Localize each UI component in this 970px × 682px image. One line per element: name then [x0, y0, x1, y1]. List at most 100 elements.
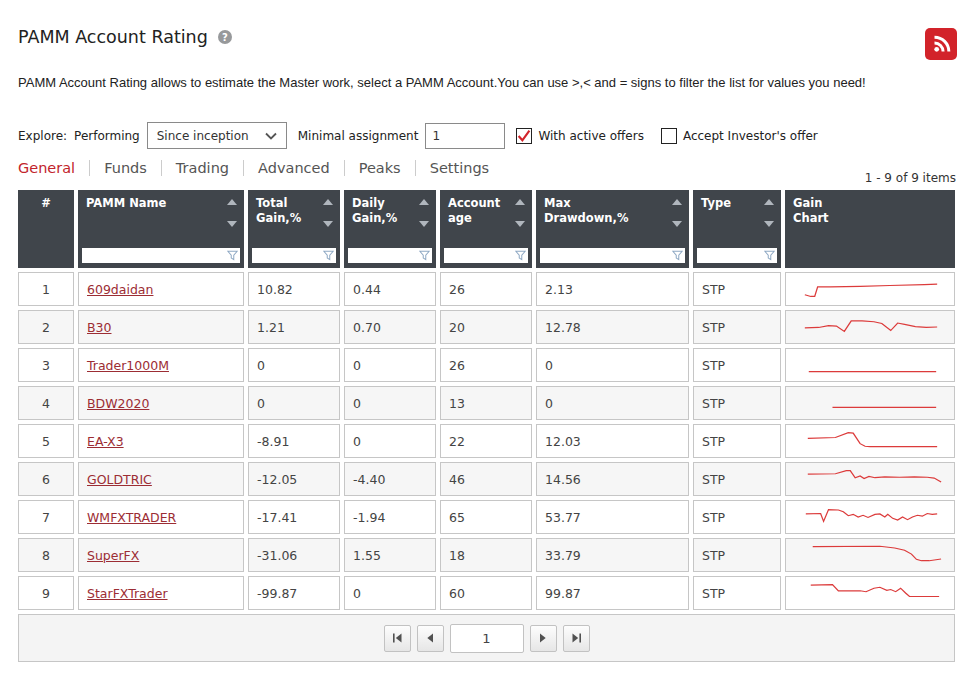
help-icon[interactable]: ?: [218, 30, 232, 44]
pamm-account-link[interactable]: BDW2020: [87, 396, 149, 411]
sort-desc-icon[interactable]: [764, 221, 774, 227]
filter-input-type[interactable]: [697, 248, 777, 263]
pamm-account-link[interactable]: B30: [87, 320, 111, 335]
sort-desc-icon[interactable]: [227, 221, 237, 227]
filter-input-total_gain[interactable]: [252, 248, 336, 263]
funnel-icon[interactable]: [515, 250, 526, 261]
tab-general[interactable]: General: [18, 160, 75, 176]
max-drawdown-cell: 12.78: [536, 310, 689, 344]
pamm-account-link[interactable]: Trader1000M: [87, 358, 169, 373]
funnel-icon[interactable]: [323, 250, 334, 261]
sort-desc-icon[interactable]: [672, 221, 682, 227]
gain-chart-cell: [785, 310, 955, 344]
sort-asc-icon[interactable]: [323, 199, 333, 205]
tab-funds[interactable]: Funds: [104, 160, 147, 176]
tab-separator: [161, 160, 162, 176]
period-select[interactable]: Since inception: [147, 122, 287, 149]
page-description: PAMM Account Rating allows to estimate t…: [14, 75, 956, 90]
gain-sparkline: [791, 579, 949, 607]
minimal-assignment-input[interactable]: [425, 123, 505, 149]
sort-asc-icon[interactable]: [515, 199, 525, 205]
type-cell: STP: [693, 272, 781, 306]
gain-chart-cell: [785, 272, 955, 306]
pamm-account-link[interactable]: GOLDTRIC: [87, 472, 152, 487]
type-cell: STP: [693, 310, 781, 344]
filter-input-max_drawdown[interactable]: [540, 248, 685, 263]
column-label: Max Drawdown,%: [540, 196, 685, 226]
tab-separator: [243, 160, 244, 176]
last-page-button[interactable]: [563, 625, 590, 652]
sort-asc-icon[interactable]: [764, 199, 774, 205]
total-gain-cell: -12.05: [248, 462, 340, 496]
daily-gain-cell: -4.40: [344, 462, 436, 496]
sort-desc-icon[interactable]: [515, 221, 525, 227]
total-gain-cell: 0: [248, 348, 340, 382]
rss-icon[interactable]: [925, 28, 957, 60]
gain-sparkline: [791, 541, 949, 569]
gain-chart-cell: [785, 386, 955, 420]
pamm-account-link[interactable]: StarFXTrader: [87, 586, 168, 601]
gain-sparkline: [791, 275, 949, 303]
pamm-name-cell: SuperFX: [78, 538, 244, 572]
max-drawdown-cell: 0: [536, 348, 689, 382]
sort-desc-icon[interactable]: [419, 221, 429, 227]
pamm-account-link[interactable]: EA-X3: [87, 434, 124, 449]
explore-label: Explore:: [18, 129, 67, 143]
column-header-account_age[interactable]: Account age: [440, 190, 532, 268]
page-number-input[interactable]: [450, 624, 524, 653]
column-header-total_gain[interactable]: Total Gain,%: [248, 190, 340, 268]
pamm-name-cell: StarFXTrader: [78, 576, 244, 610]
column-header-type[interactable]: Type: [693, 190, 781, 268]
column-header-daily_gain[interactable]: Daily Gain,%: [344, 190, 436, 268]
sort-asc-icon[interactable]: [419, 199, 429, 205]
filter-input-daily_gain[interactable]: [348, 248, 432, 263]
gain-sparkline: [791, 389, 949, 417]
accept-investors-offer-checkbox[interactable]: [661, 128, 677, 144]
tab-peaks[interactable]: Peaks: [359, 160, 401, 176]
first-page-button[interactable]: [384, 625, 411, 652]
tab-settings[interactable]: Settings: [430, 160, 489, 176]
page-title: PAMM Account Rating: [18, 27, 208, 47]
column-header-max_drawdown[interactable]: Max Drawdown,%: [536, 190, 689, 268]
funnel-icon[interactable]: [227, 250, 238, 261]
pamm-account-link[interactable]: 609daidan: [87, 282, 153, 297]
with-active-offers-checkbox[interactable]: [516, 128, 532, 144]
tab-separator: [415, 160, 416, 176]
prev-page-button[interactable]: [417, 625, 444, 652]
pamm-name-cell: GOLDTRIC: [78, 462, 244, 496]
tab-advanced[interactable]: Advanced: [258, 160, 330, 176]
total-gain-cell: 0: [248, 386, 340, 420]
table-row: 5EA-X3-8.9102212.03STP: [18, 424, 955, 458]
gain-sparkline: [791, 503, 949, 531]
sort-asc-icon[interactable]: [227, 199, 237, 205]
max-drawdown-cell: 0: [536, 386, 689, 420]
tab-trading[interactable]: Trading: [176, 160, 229, 176]
table-row: 2B301.210.702012.78STP: [18, 310, 955, 344]
pamm-name-cell: EA-X3: [78, 424, 244, 458]
pamm-account-link[interactable]: SuperFX: [87, 548, 139, 563]
sort-desc-icon[interactable]: [323, 221, 333, 227]
daily-gain-cell: 0: [344, 348, 436, 382]
table-row: 4BDW202000130STP: [18, 386, 955, 420]
funnel-icon[interactable]: [672, 250, 683, 261]
max-drawdown-cell: 14.56: [536, 462, 689, 496]
funnel-icon[interactable]: [764, 250, 775, 261]
pamm-name-cell: 609daidan: [78, 272, 244, 306]
sort-asc-icon[interactable]: [672, 199, 682, 205]
funnel-icon[interactable]: [419, 250, 430, 261]
column-header-name[interactable]: PAMM Name: [78, 190, 244, 268]
next-page-button[interactable]: [530, 625, 557, 652]
filter-input-account_age[interactable]: [444, 248, 528, 263]
gain-chart-cell: [785, 424, 955, 458]
column-label: PAMM Name: [82, 196, 240, 211]
daily-gain-cell: 0: [344, 424, 436, 458]
table-row: 9StarFXTrader-99.8706099.87STP: [18, 576, 955, 610]
gain-chart-cell: [785, 538, 955, 572]
pamm-account-link[interactable]: WMFXTRADER: [87, 510, 176, 525]
filter-input-name[interactable]: [82, 248, 240, 263]
account-age-cell: 60: [440, 576, 532, 610]
performing-label: Performing: [74, 129, 140, 143]
gain-chart-cell: [785, 462, 955, 496]
daily-gain-cell: 0: [344, 576, 436, 610]
table-row: 6GOLDTRIC-12.05-4.404614.56STP: [18, 462, 955, 496]
